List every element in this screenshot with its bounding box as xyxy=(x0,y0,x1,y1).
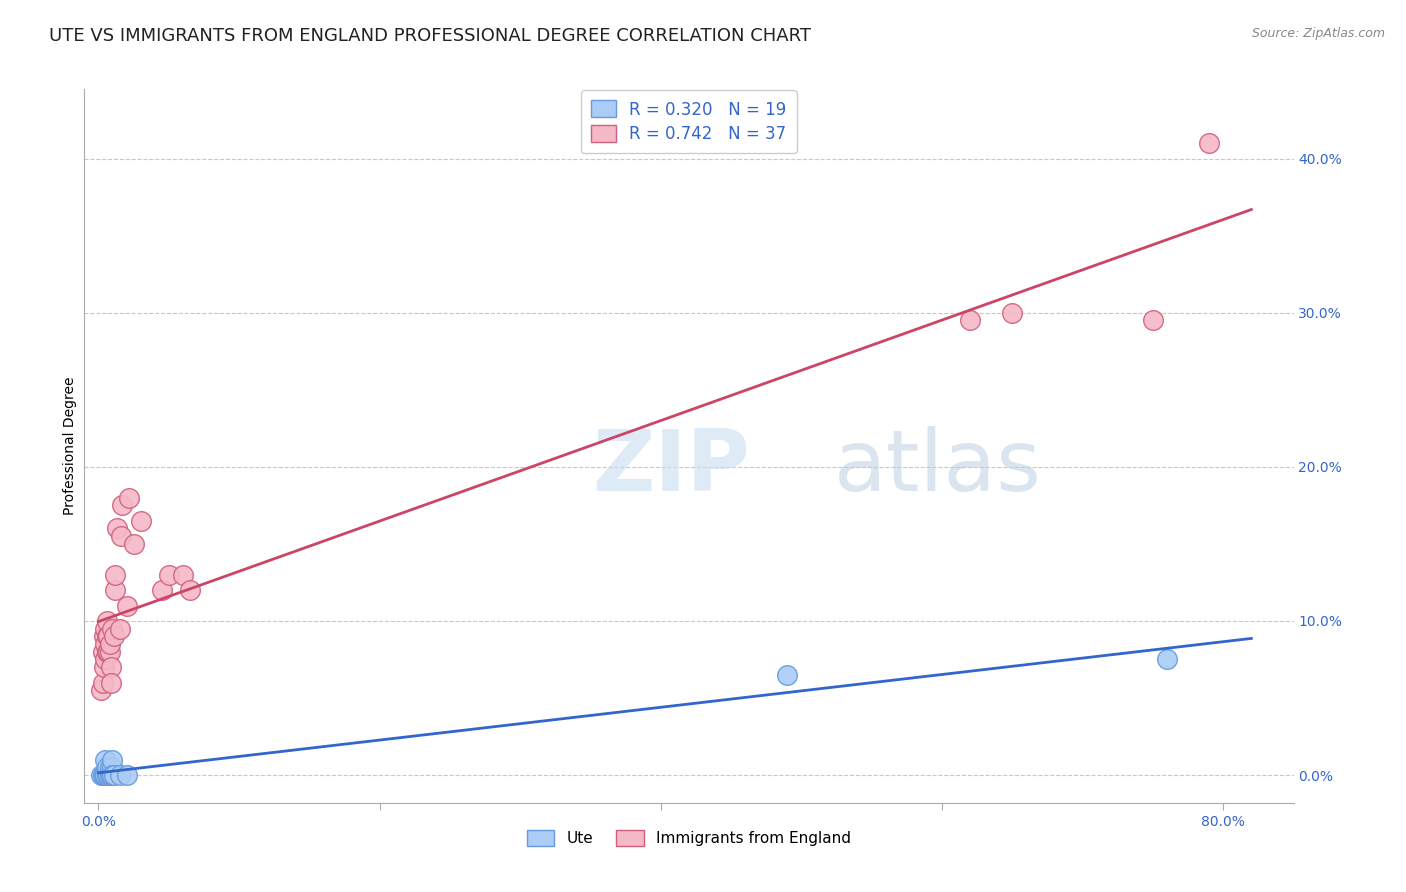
Point xyxy=(94,652,117,666)
Point xyxy=(101,760,124,774)
Text: UTE VS IMMIGRANTS FROM ENGLAND PROFESSIONAL DEGREE CORRELATION CHART: UTE VS IMMIGRANTS FROM ENGLAND PROFESSIO… xyxy=(49,27,811,45)
Point xyxy=(103,629,125,643)
Point xyxy=(96,629,118,643)
Point xyxy=(96,760,118,774)
Point xyxy=(111,499,134,513)
Point xyxy=(91,675,114,690)
Point xyxy=(96,768,118,782)
Point xyxy=(115,599,138,613)
Point xyxy=(172,567,194,582)
Point xyxy=(98,760,121,774)
Y-axis label: Professional Degree: Professional Degree xyxy=(63,376,77,516)
Point xyxy=(91,768,114,782)
Point xyxy=(115,768,138,782)
Point xyxy=(118,491,141,505)
Point xyxy=(98,768,121,782)
Point xyxy=(776,668,799,682)
Point xyxy=(94,637,117,651)
Point xyxy=(1156,652,1178,666)
Point xyxy=(179,583,201,598)
Text: ZIP: ZIP xyxy=(592,425,749,509)
Point xyxy=(129,514,152,528)
Point xyxy=(97,629,120,643)
Point xyxy=(98,645,121,659)
Point xyxy=(94,768,117,782)
Point xyxy=(105,521,128,535)
Point xyxy=(103,768,125,782)
Point xyxy=(93,629,115,643)
Point xyxy=(90,768,112,782)
Point xyxy=(96,614,118,628)
Point xyxy=(104,583,127,598)
Point xyxy=(1142,313,1164,327)
Point xyxy=(90,683,112,698)
Point xyxy=(101,622,124,636)
Point xyxy=(110,529,132,543)
Point xyxy=(100,675,122,690)
Point xyxy=(108,622,131,636)
Point xyxy=(98,637,121,651)
Legend: Ute, Immigrants from England: Ute, Immigrants from England xyxy=(520,824,858,852)
Point xyxy=(100,660,122,674)
Text: atlas: atlas xyxy=(834,425,1042,509)
Point xyxy=(97,768,120,782)
Point xyxy=(93,768,115,782)
Point xyxy=(108,768,131,782)
Point xyxy=(97,645,120,659)
Point xyxy=(93,660,115,674)
Point xyxy=(122,537,145,551)
Point xyxy=(94,753,117,767)
Point xyxy=(101,768,124,782)
Point xyxy=(101,753,124,767)
Point xyxy=(104,567,127,582)
Point xyxy=(959,313,981,327)
Point xyxy=(1001,306,1024,320)
Text: Source: ZipAtlas.com: Source: ZipAtlas.com xyxy=(1251,27,1385,40)
Point xyxy=(91,645,114,659)
Point xyxy=(150,583,173,598)
Point xyxy=(96,645,118,659)
Point xyxy=(94,622,117,636)
Point xyxy=(157,567,180,582)
Point xyxy=(1198,136,1220,150)
Point xyxy=(100,768,122,782)
